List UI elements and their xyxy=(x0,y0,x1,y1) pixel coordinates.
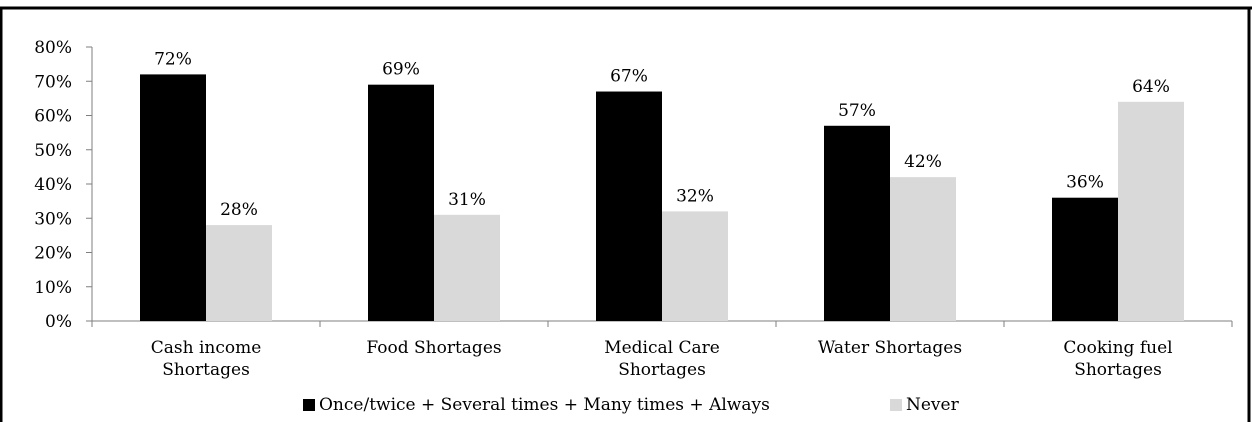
bar-never xyxy=(890,177,956,321)
data-label: 36% xyxy=(1066,173,1104,193)
x-axis xyxy=(91,320,1233,327)
bar-occurred xyxy=(140,74,206,322)
y-tick-label: 20% xyxy=(34,244,72,264)
bar-occurred xyxy=(1052,197,1118,321)
category-label: Cooking fuel Shortages xyxy=(1063,338,1172,380)
data-label: 28% xyxy=(220,200,258,220)
data-label: 72% xyxy=(154,49,192,69)
y-tick-label: 70% xyxy=(34,72,72,92)
y-tick-label: 40% xyxy=(34,175,72,195)
legend-swatch xyxy=(303,399,315,411)
category-label: Medical Care Shortages xyxy=(604,338,720,380)
bar-occurred xyxy=(824,125,890,322)
category-label: Food Shortages xyxy=(366,338,501,358)
data-label: 57% xyxy=(838,101,876,121)
y-tick-label: 0% xyxy=(45,312,72,332)
bars-group: 72% 28% 69% 31% 67% 32% 57% 42% 36% 64% xyxy=(140,49,1184,322)
data-label: 32% xyxy=(676,186,714,206)
y-axis: 0% 10% 20% 30% 40% 50% 60% 70% 80% xyxy=(34,38,93,332)
category-label: Water Shortages xyxy=(818,338,962,358)
legend-swatch xyxy=(890,399,902,411)
y-tick-label: 10% xyxy=(34,278,72,298)
y-tick-label: 50% xyxy=(34,141,72,161)
y-tick-label: 80% xyxy=(34,38,72,58)
data-label: 42% xyxy=(904,152,942,172)
bar-occurred xyxy=(596,91,662,322)
y-tick-label: 30% xyxy=(34,209,72,229)
legend: Once/twice + Several times + Many times … xyxy=(303,395,960,415)
legend-label: Once/twice + Several times + Many times … xyxy=(319,395,770,415)
bar-never xyxy=(1118,101,1184,321)
data-label: 31% xyxy=(448,190,486,210)
data-label: 67% xyxy=(610,67,648,87)
bar-occurred xyxy=(368,84,434,321)
data-label: 64% xyxy=(1132,77,1170,97)
category-labels: Cash income Shortages Food Shortages Medica… xyxy=(151,338,1173,380)
legend-label: Never xyxy=(906,395,960,415)
bar-never xyxy=(662,211,728,321)
bar-never xyxy=(434,214,500,321)
bar-never xyxy=(206,225,272,321)
y-tick-label: 60% xyxy=(34,107,72,127)
data-label: 69% xyxy=(382,60,420,80)
category-label: Cash income Shortages xyxy=(151,338,262,380)
